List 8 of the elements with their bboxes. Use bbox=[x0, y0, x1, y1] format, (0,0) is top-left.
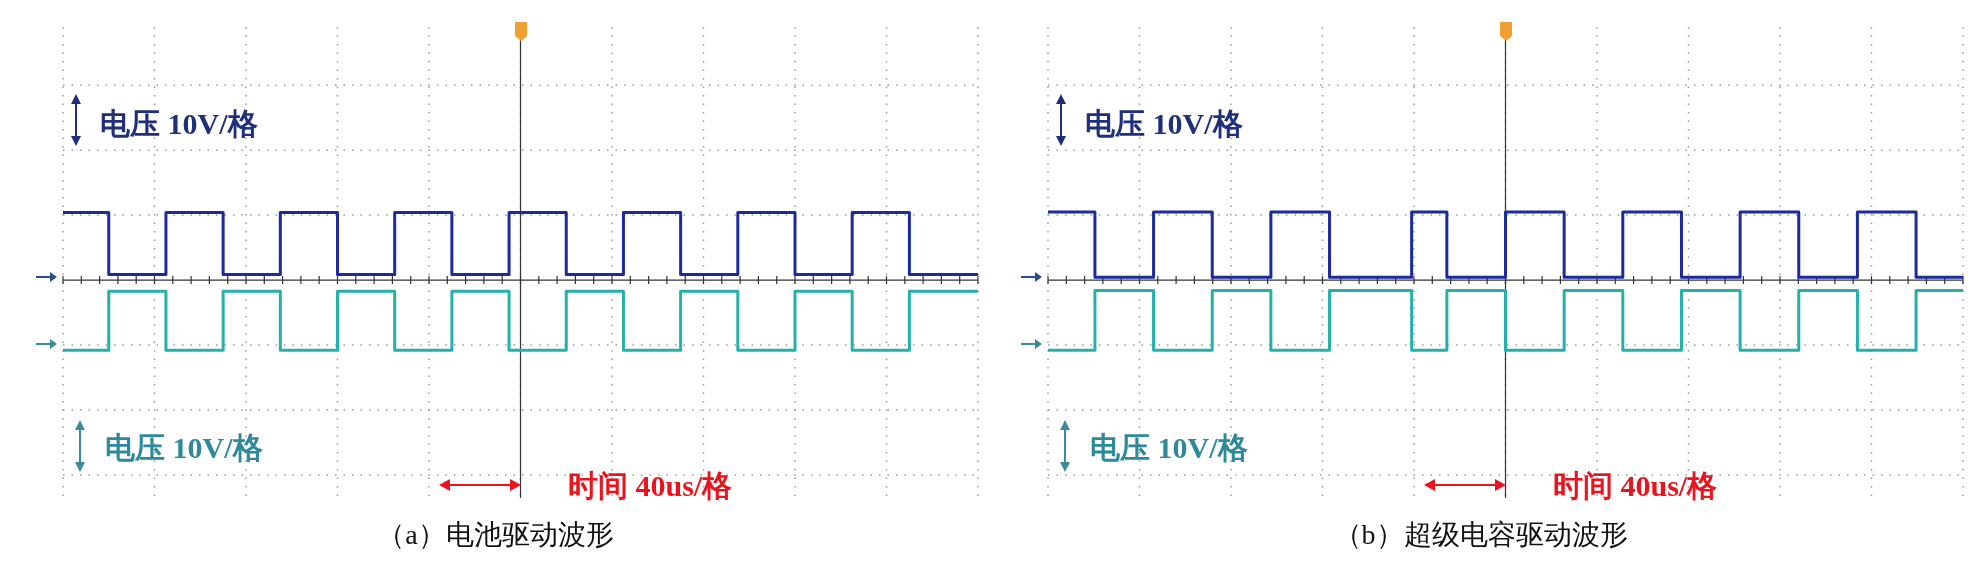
text: 时间 40us/格 bbox=[568, 468, 733, 504]
text: 电压 10V/格 bbox=[1085, 106, 1243, 142]
text: 电压 10V/格 bbox=[105, 430, 263, 466]
text: （a）电池驱动波形 bbox=[376, 518, 615, 552]
text: 电压 10V/格 bbox=[100, 106, 258, 142]
text: （b）超级电容驱动波形 bbox=[1332, 518, 1629, 552]
text: 时间 40us/格 bbox=[1553, 468, 1718, 504]
text: 电压 10V/格 bbox=[1090, 430, 1248, 466]
